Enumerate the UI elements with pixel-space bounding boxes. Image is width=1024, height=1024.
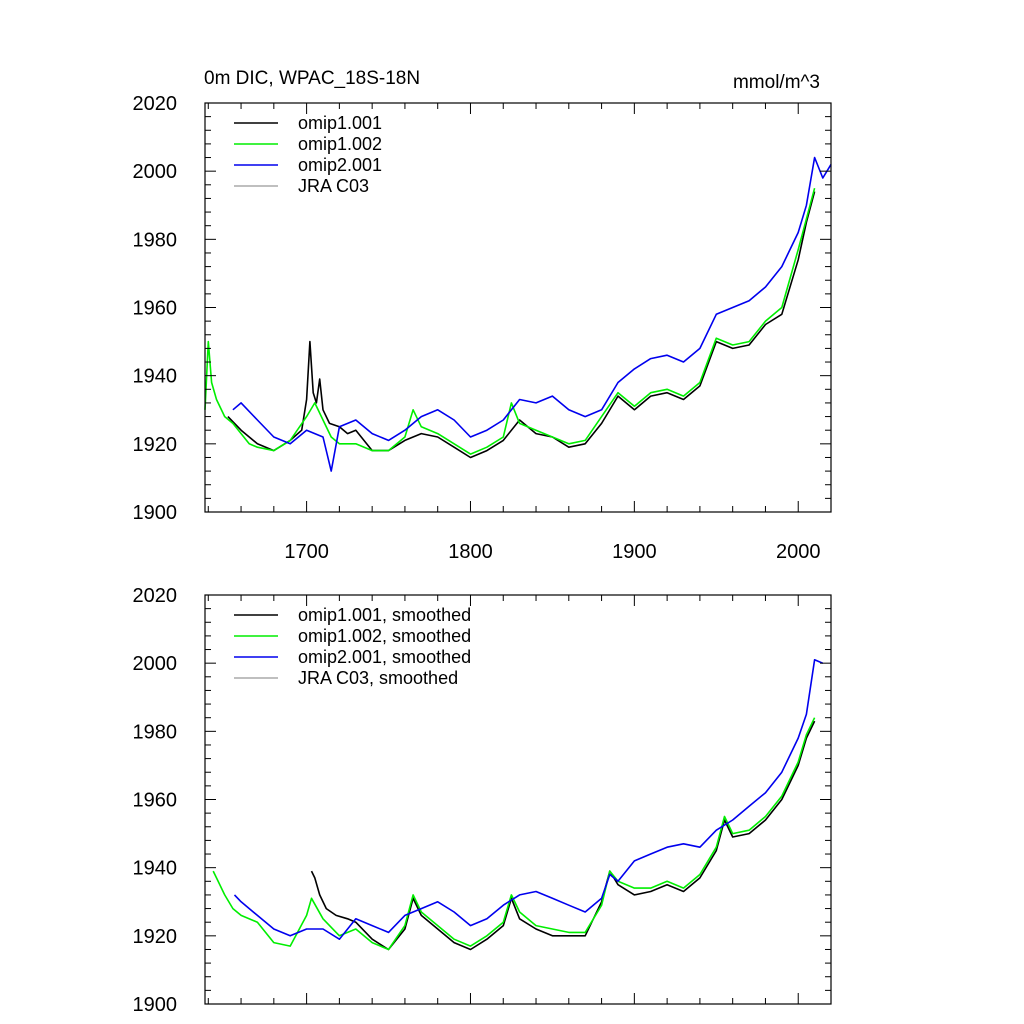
y-tick-label: 1940: [133, 366, 178, 388]
x-axis: [207, 595, 832, 1004]
legend-label: omip2.001, smoothed: [298, 647, 471, 667]
y-tick-label: 1980: [133, 229, 178, 251]
chart-title: 0m DIC, WPAC_18S-18N: [204, 68, 420, 89]
y-tick-label: 1900: [133, 994, 178, 1016]
series-line-0: [227, 191, 816, 459]
legend-label: omip1.001: [298, 113, 382, 133]
x-tick-label: 1700: [284, 541, 329, 563]
x-tick-label: 2000: [776, 541, 821, 563]
y-tick-label: 2000: [133, 161, 178, 183]
x-tick-label: 1800: [448, 541, 493, 563]
x-tick-label: 1900: [612, 541, 657, 563]
y-tick-label: 1980: [133, 721, 178, 743]
x-axis: 1700 1800 1900 2000: [207, 103, 832, 563]
series-line-2: [233, 658, 824, 941]
y-tick-label: 1920: [133, 926, 178, 948]
y-tick-label: 1900: [133, 502, 178, 524]
y-tick-label: 2020: [133, 585, 178, 607]
series-lines: [212, 658, 824, 951]
series-line-1: [204, 187, 816, 455]
series-line-2: [232, 156, 832, 472]
y-axis: 1900 1920 1940 1960 1980 2000 2020: [133, 93, 831, 524]
y-tick-label: 2020: [133, 93, 178, 115]
y-tick-label: 1940: [133, 858, 178, 880]
legend-label: JRA C03, smoothed: [298, 668, 458, 688]
y-tick-label: 1960: [133, 790, 178, 812]
bottom-panel: 1900 1920 1940 1960 1980 2000 2020 omip1.001, s…: [133, 585, 832, 1016]
legend-label: omip2.001: [298, 155, 382, 175]
series-lines: [204, 156, 832, 472]
units-label: mmol/m^3: [733, 72, 820, 93]
series-line-1: [212, 717, 816, 951]
legend-label: omip1.002, smoothed: [298, 626, 471, 646]
y-tick-label: 1920: [133, 434, 178, 456]
y-tick-label: 1960: [133, 298, 178, 320]
y-axis: 1900 1920 1940 1960 1980 2000 2020: [133, 585, 831, 1016]
legend-label: omip1.001, smoothed: [298, 605, 471, 625]
top-panel: 1900 1920 1940 1960 1980 2000 2020 1700 1800 1900…: [133, 93, 832, 563]
legend-label: JRA C03: [298, 176, 369, 196]
legend-label: omip1.002: [298, 134, 382, 154]
series-line-0: [310, 720, 816, 951]
y-tick-label: 2000: [133, 653, 178, 675]
